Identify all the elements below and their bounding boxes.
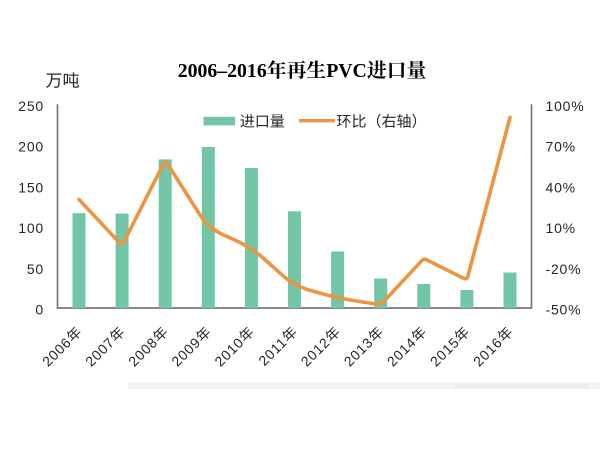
svg-text:40%: 40% (546, 179, 576, 195)
svg-text:50: 50 (27, 261, 44, 277)
svg-text:100: 100 (18, 220, 44, 236)
svg-text:-20%: -20% (546, 261, 582, 277)
svg-text:0: 0 (35, 302, 44, 318)
svg-text:2006–2016: 2006–2016 (178, 60, 267, 82)
svg-text:150: 150 (18, 179, 44, 195)
svg-text:70%: 70% (546, 139, 576, 155)
svg-text:200: 200 (18, 139, 44, 155)
svg-text:-50%: -50% (546, 302, 582, 318)
svg-text:100%: 100% (546, 98, 585, 114)
svg-text:10%: 10% (546, 220, 576, 236)
svg-text:PVC: PVC (326, 60, 367, 82)
svg-text:250: 250 (18, 98, 44, 114)
